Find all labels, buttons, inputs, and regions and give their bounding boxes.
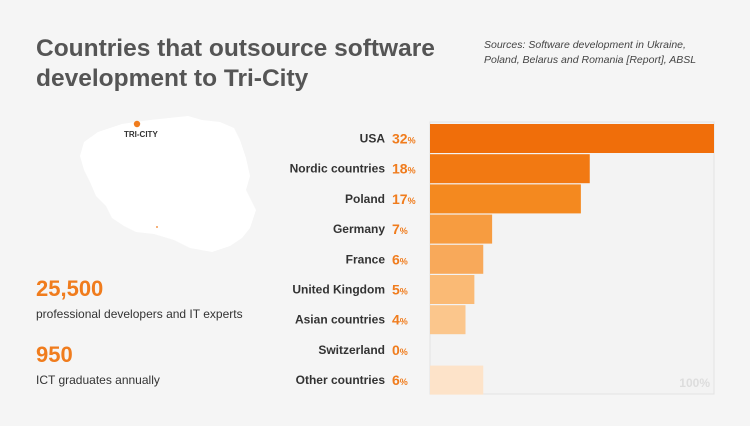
bar-nordic-countries xyxy=(430,154,590,184)
category-label: France xyxy=(346,252,386,266)
data-label: 6% xyxy=(392,251,408,267)
bar-asian-countries xyxy=(430,305,466,335)
poland-map: TRI-CITY xyxy=(80,116,256,252)
bar-united-kingdom xyxy=(430,275,475,304)
category-label: Other countries xyxy=(296,373,386,387)
bar-other-countries xyxy=(430,365,484,395)
category-label: USA xyxy=(360,132,386,146)
graduates-label: ICT graduates annually xyxy=(36,373,160,387)
bar-usa xyxy=(430,124,714,153)
bar-germany xyxy=(430,214,493,244)
poland-outline xyxy=(80,116,256,252)
developers-stat: 25,500 professional developers and IT ex… xyxy=(36,276,243,322)
chart-total-label: 100% xyxy=(679,376,710,390)
minor-city-marker xyxy=(156,226,158,228)
developers-label: professional developers and IT experts xyxy=(36,307,243,321)
category-label: Switzerland xyxy=(318,343,385,357)
category-label: Asian countries xyxy=(295,313,385,327)
sources-note: Sources: Software development in Ukraine… xyxy=(484,39,697,66)
data-label: 5% xyxy=(392,282,408,298)
data-label: 4% xyxy=(392,312,408,328)
developers-count: 25,500 xyxy=(36,276,104,301)
data-label: 7% xyxy=(392,221,408,237)
page-title: Countries that outsource software develo… xyxy=(36,35,435,92)
data-label: 17% xyxy=(392,191,416,207)
graduates-count: 950 xyxy=(36,342,73,367)
category-label: Germany xyxy=(333,222,385,236)
data-label: 18% xyxy=(392,161,416,177)
bar-france xyxy=(430,244,484,274)
category-label: Nordic countries xyxy=(290,162,386,176)
tri-city-label: TRI-CITY xyxy=(124,130,158,139)
tri-city-marker xyxy=(133,120,141,128)
data-label: 0% xyxy=(392,342,408,358)
category-label: Poland xyxy=(345,192,385,206)
data-label: 32% xyxy=(392,131,416,147)
graduates-stat: 950 ICT graduates annually xyxy=(36,342,160,388)
bar-poland xyxy=(430,184,581,214)
category-label: United Kingdom xyxy=(292,283,385,297)
data-label: 6% xyxy=(392,372,408,388)
